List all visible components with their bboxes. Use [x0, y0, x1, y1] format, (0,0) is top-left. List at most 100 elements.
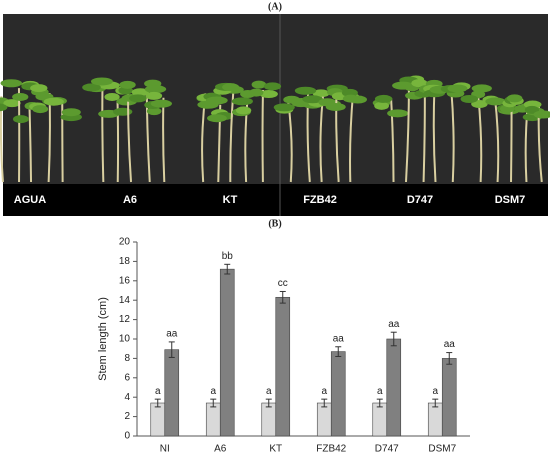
- bar: [386, 338, 402, 437]
- bar: [164, 349, 180, 437]
- plant-leaf: [447, 84, 468, 93]
- plant-leaf: [460, 95, 479, 104]
- plant-leaf: [104, 92, 120, 101]
- plant-leaf: [259, 90, 278, 99]
- y-tick-label: 18: [119, 256, 131, 267]
- significance-label: a: [321, 386, 327, 397]
- photo-label: D747: [407, 194, 433, 206]
- bar: [316, 402, 332, 437]
- plant-leaf: [263, 82, 282, 91]
- plant-leaf: [342, 94, 359, 103]
- plant-stem: [244, 98, 249, 183]
- plant-stem: [335, 92, 340, 183]
- plant-leaf: [374, 101, 390, 110]
- plant-leaf: [129, 94, 147, 103]
- y-axis-label: Stem length (cm): [97, 297, 109, 381]
- plant-leaf: [0, 99, 1, 103]
- bar: [275, 296, 291, 437]
- y-tick-label: 4: [124, 392, 130, 403]
- plant-leaf: [12, 115, 29, 124]
- photo-label: A6: [123, 194, 137, 206]
- plant-leaf: [30, 84, 48, 93]
- plant-leaf: [222, 83, 240, 92]
- plant-leaf: [150, 99, 172, 108]
- plant-leaf: [485, 97, 506, 106]
- significance-label: bb: [222, 251, 234, 262]
- photo-label: DSM7: [495, 194, 526, 206]
- x-tick-label: KT: [269, 444, 282, 455]
- plant-leaf: [273, 103, 295, 112]
- y-tick-label: 10: [119, 334, 131, 345]
- x-tick-label: A6: [214, 444, 227, 455]
- bar: [330, 351, 346, 437]
- plant-leaf: [113, 107, 133, 116]
- y-tick-label: 20: [119, 237, 131, 248]
- plant-leaf: [387, 109, 409, 118]
- significance-label: aa: [444, 339, 456, 350]
- plant-stem: [510, 100, 513, 183]
- plant-leaf: [249, 88, 264, 97]
- plant-leaf: [524, 105, 540, 114]
- significance-label: a: [155, 386, 161, 397]
- photo: [0, 14, 550, 216]
- plant-leaf: [144, 85, 167, 94]
- plant-stem: [390, 98, 395, 183]
- significance-label: a: [377, 386, 383, 397]
- y-tick-label: 6: [124, 372, 130, 383]
- plant-leaf: [145, 91, 163, 100]
- significance-label: aa: [166, 329, 178, 340]
- bar: [261, 402, 277, 437]
- y-tick-label: 2: [124, 411, 130, 422]
- plant-leaf: [131, 88, 150, 97]
- y-tick-label: 0: [124, 431, 130, 442]
- plant-leaf: [294, 86, 317, 95]
- photo-label: KT: [223, 194, 238, 206]
- bar: [427, 402, 443, 437]
- plant-stem: [28, 104, 33, 183]
- bar: [441, 358, 457, 437]
- photo-label: FZB42: [303, 194, 337, 206]
- plant-leaf: [312, 89, 330, 98]
- plant-leaf: [533, 110, 550, 119]
- panel-label: (A): [268, 1, 282, 12]
- plant-leaf: [471, 100, 488, 109]
- plant-leaf: [82, 83, 101, 92]
- plant-leaf: [251, 80, 267, 89]
- plant-leaf: [90, 77, 113, 86]
- plant-leaf: [506, 94, 523, 103]
- plant-leaf: [374, 94, 393, 103]
- plant-leaf: [205, 96, 228, 105]
- plant-leaf: [12, 92, 29, 101]
- photo-label: AGUA: [14, 194, 46, 206]
- significance-label: cc: [278, 278, 288, 289]
- x-tick-label: FZB42: [316, 444, 346, 455]
- label-strip: [3, 184, 548, 216]
- plant-leaf: [207, 114, 227, 123]
- plant-stem: [162, 97, 166, 183]
- plant-leaf: [341, 88, 358, 97]
- y-tick-label: 8: [124, 353, 130, 364]
- plant-leaf: [325, 102, 346, 111]
- significance-label: aa: [388, 319, 400, 330]
- plant-stem: [432, 87, 437, 183]
- plant-leaf: [0, 103, 8, 112]
- plant-leaf: [235, 106, 252, 115]
- plant-leaf: [119, 80, 136, 89]
- bar: [219, 268, 235, 437]
- y-tick-label: 12: [119, 314, 131, 325]
- plant-stem: [101, 85, 105, 183]
- significance-label: a: [432, 386, 438, 397]
- x-tick-label: D747: [375, 444, 399, 455]
- plant-stem: [494, 98, 500, 183]
- plant-leaf: [302, 95, 323, 104]
- significance-label: a: [266, 386, 272, 397]
- y-tick-label: 14: [119, 295, 131, 306]
- plant-leaf: [0, 79, 23, 88]
- plant-leaf: [146, 107, 162, 116]
- plant-leaf: [3, 99, 21, 108]
- photo-background: [3, 14, 548, 216]
- plant-leaf: [43, 97, 64, 106]
- bar: [372, 402, 388, 437]
